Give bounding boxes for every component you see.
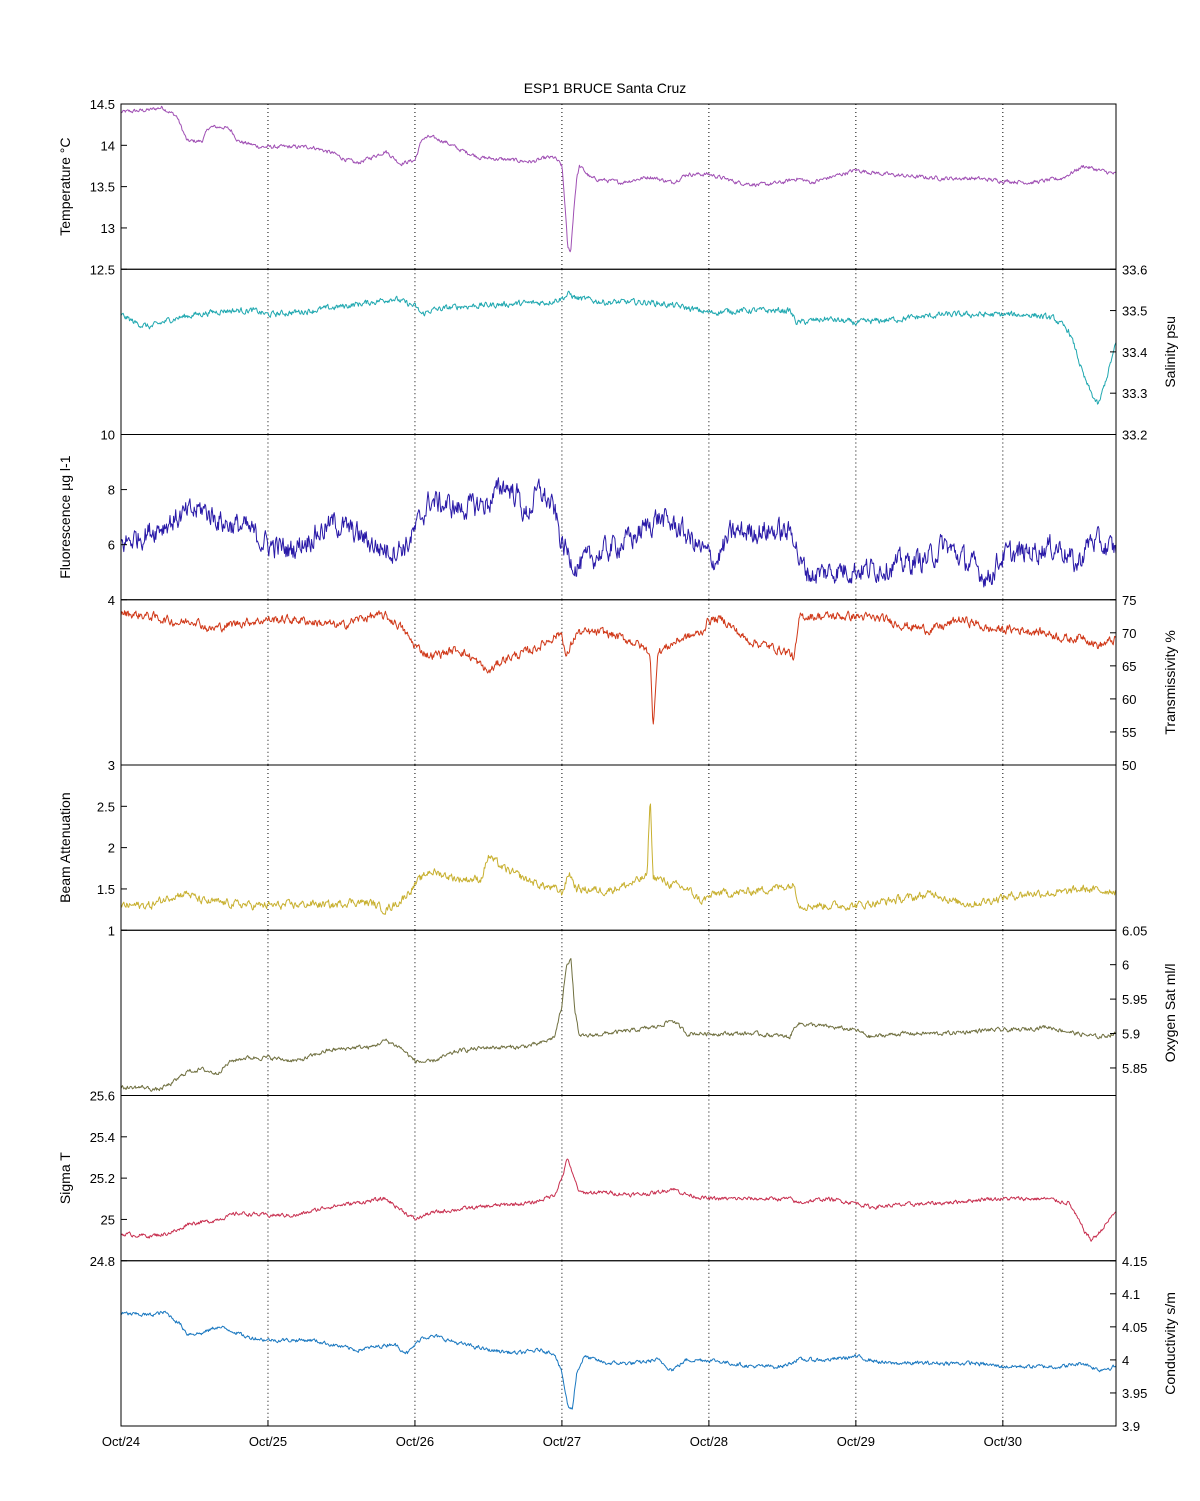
- y-tick-label: 10: [101, 428, 115, 443]
- y-tick-label: 14: [101, 138, 115, 153]
- y-axis-label: Temperature °C: [57, 138, 73, 236]
- panel-frame-8: [120, 1260, 1117, 1427]
- y-tick-label: 2.5: [97, 799, 115, 814]
- y-axis-label: Fluorescence µg l-1: [57, 455, 73, 578]
- y-tick-label: 5.85: [1122, 1061, 1147, 1076]
- y-tick-label: 6: [1122, 958, 1129, 973]
- series-line-4: [120, 610, 1117, 725]
- series-line-8: [120, 1310, 1117, 1410]
- y-tick-label: 4.1: [1122, 1287, 1140, 1302]
- y-tick-label: 70: [1122, 626, 1136, 641]
- x-tick-label: Oct/29: [837, 1434, 875, 1449]
- y-axis-label: Oxygen Sat ml/l: [1162, 963, 1178, 1062]
- y-tick-label: 8: [108, 483, 115, 498]
- y-axis-label: Salinity psu: [1162, 316, 1178, 388]
- y-tick-label: 14.5: [90, 97, 115, 112]
- y-tick-label: 33.2: [1122, 428, 1147, 443]
- series-line-5: [120, 803, 1117, 915]
- y-tick-label: 6.05: [1122, 923, 1147, 938]
- panel-frame-6: [120, 929, 1117, 1096]
- y-axis-label: Transmissivity %: [1162, 630, 1178, 735]
- y-tick-label: 3: [108, 758, 115, 773]
- panel-frame-4: [120, 599, 1117, 766]
- y-tick-label: 4: [1122, 1353, 1129, 1368]
- panel-3: 4 6 8 10 Fluorescence µg l-1: [57, 428, 1117, 608]
- panel-7: 24.8 25 25.2 25.4 25.6 Sigma T: [57, 1089, 1117, 1269]
- y-tick-label: 24.8: [90, 1254, 115, 1269]
- x-tick-label: Oct/28: [690, 1434, 728, 1449]
- y-tick-label: 60: [1122, 692, 1136, 707]
- panel-6: 5.85 5.9 5.95 6 6.05 Oxygen Sat ml/l: [120, 923, 1178, 1096]
- y-tick-label: 5.95: [1122, 992, 1147, 1007]
- panel-frame-7: [120, 1095, 1117, 1262]
- y-tick-label: 33.4: [1122, 345, 1147, 360]
- chart-title: ESP1 BRUCE Santa Cruz: [524, 80, 687, 96]
- y-tick-label: 25: [101, 1212, 115, 1227]
- x-tick-label: Oct/25: [249, 1434, 287, 1449]
- y-tick-label: 25.6: [90, 1089, 115, 1104]
- y-tick-label: 25.4: [90, 1130, 115, 1145]
- y-tick-label: 1: [108, 923, 115, 938]
- series-line-3: [120, 477, 1117, 588]
- panel-2: 33.2 33.3 33.4 33.5 33.6 Salinity psu: [120, 262, 1178, 443]
- y-tick-label: 75: [1122, 593, 1136, 608]
- y-tick-label: 2: [108, 841, 115, 856]
- y-tick-label: 13: [101, 221, 115, 236]
- y-tick-label: 1.5: [97, 882, 115, 897]
- panel-frame-1: [120, 103, 1117, 270]
- series-line-6: [120, 958, 1117, 1092]
- x-tick-label: Oct/24: [102, 1434, 140, 1449]
- y-tick-label: 4: [108, 593, 115, 608]
- y-tick-label: 33.5: [1122, 304, 1147, 319]
- x-axis: Oct/24 Oct/25 Oct/26 Oct/27 Oct/28 Oct/29 Oct/…: [102, 1420, 1022, 1449]
- y-tick-label: 5.9: [1122, 1027, 1140, 1042]
- y-tick-label: 25.2: [90, 1171, 115, 1186]
- panel-frame-3: [120, 434, 1117, 601]
- y-tick-label: 50: [1122, 758, 1136, 773]
- y-tick-label: 6: [108, 538, 115, 553]
- panel-frame-2: [120, 268, 1117, 435]
- panel-5: 1 1.5 2 2.5 3 Beam Attenuation: [57, 758, 1117, 938]
- y-axis-label: Conductivity s/m: [1162, 1292, 1178, 1395]
- x-tick-label: Oct/30: [984, 1434, 1022, 1449]
- series-line-7: [120, 1158, 1117, 1242]
- y-tick-label: 65: [1122, 659, 1136, 674]
- panel-4: 50 55 60 65 70 75 Transmissivity %: [120, 593, 1178, 773]
- y-tick-label: 3.9: [1122, 1419, 1140, 1434]
- y-tick-label: 33.6: [1122, 262, 1147, 277]
- panel-1: 12.5 13 13.5 14 14.5 Temperature °C: [57, 97, 1117, 277]
- y-tick-label: 4.15: [1122, 1254, 1147, 1269]
- x-tick-label: Oct/26: [396, 1434, 434, 1449]
- series-line-2: [120, 290, 1117, 405]
- y-tick-label: 12.5: [90, 262, 115, 277]
- y-tick-label: 13.5: [90, 180, 115, 195]
- y-tick-label: 55: [1122, 725, 1136, 740]
- y-tick-label: 4.05: [1122, 1320, 1147, 1335]
- y-axis-label: Sigma T: [57, 1152, 73, 1204]
- y-tick-label: 33.3: [1122, 386, 1147, 401]
- series-line-1: [120, 105, 1117, 253]
- panel-8: 3.9 3.95 4 4.05 4.1 4.15 Conductivity s/m: [120, 1254, 1178, 1434]
- y-tick-label: 3.95: [1122, 1386, 1147, 1401]
- x-tick-label: Oct/27: [543, 1434, 581, 1449]
- y-axis-label: Beam Attenuation: [57, 792, 73, 903]
